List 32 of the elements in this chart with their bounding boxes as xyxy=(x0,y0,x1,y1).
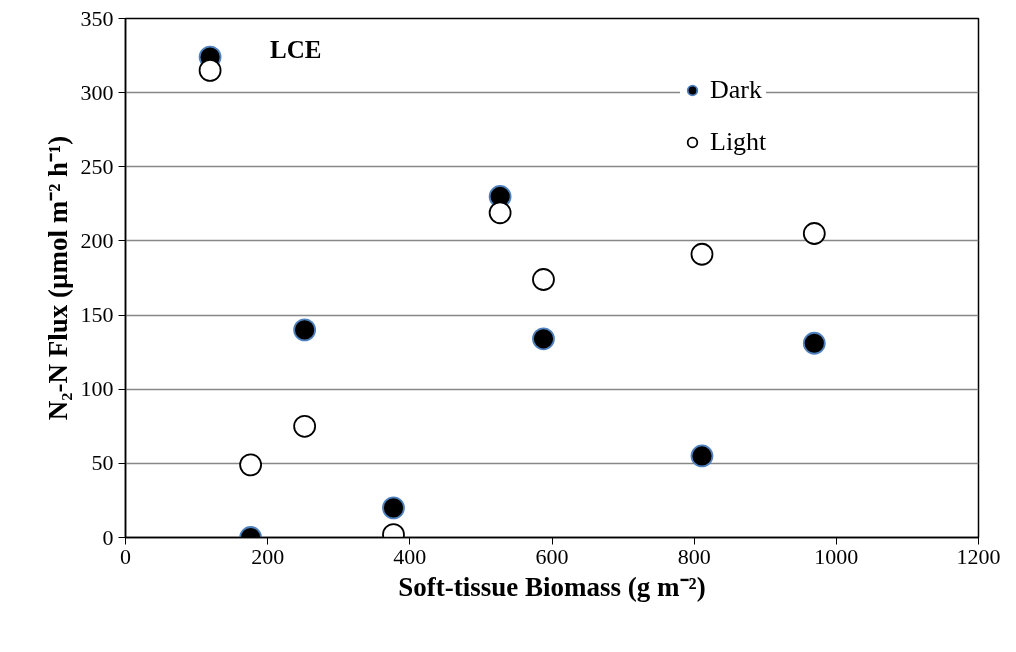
point xyxy=(239,453,263,477)
y-tick-label: 300 xyxy=(80,79,114,105)
point xyxy=(293,318,317,342)
point xyxy=(690,242,714,266)
legend-label: Light xyxy=(710,127,767,157)
point xyxy=(488,201,512,225)
x-tick-label: 400 xyxy=(393,543,427,569)
x-tick-label: 0 xyxy=(120,543,131,569)
y-tick-label: 150 xyxy=(80,302,114,328)
annotation: LCE xyxy=(270,36,322,64)
point xyxy=(198,59,222,82)
point xyxy=(802,331,826,355)
point xyxy=(690,444,714,468)
point xyxy=(802,222,826,245)
x-tick-label: 200 xyxy=(251,543,285,569)
point xyxy=(532,327,555,351)
point xyxy=(532,268,555,291)
point xyxy=(382,496,405,520)
x-tick-label: 800 xyxy=(677,543,711,569)
y-tick-label: 100 xyxy=(80,376,114,402)
y-tick-label: 50 xyxy=(91,450,114,476)
y-tick-label: 0 xyxy=(102,524,114,550)
y-tick-label: 200 xyxy=(80,227,114,253)
y-tick-label: 350 xyxy=(80,5,114,31)
y-axis-title: N₂-N Flux (µmol m⁻² h⁻¹) xyxy=(42,135,73,421)
x-tick-label: 600 xyxy=(535,543,569,569)
x-axis-title: Soft-tissue Biomass (g m⁻²) xyxy=(398,571,706,602)
x-tick-label: 1200 xyxy=(956,543,1001,569)
point xyxy=(293,414,317,438)
y-tick-label: 250 xyxy=(80,153,114,179)
x-tick-label: 1000 xyxy=(814,543,859,569)
legend-label: Dark xyxy=(710,75,762,105)
